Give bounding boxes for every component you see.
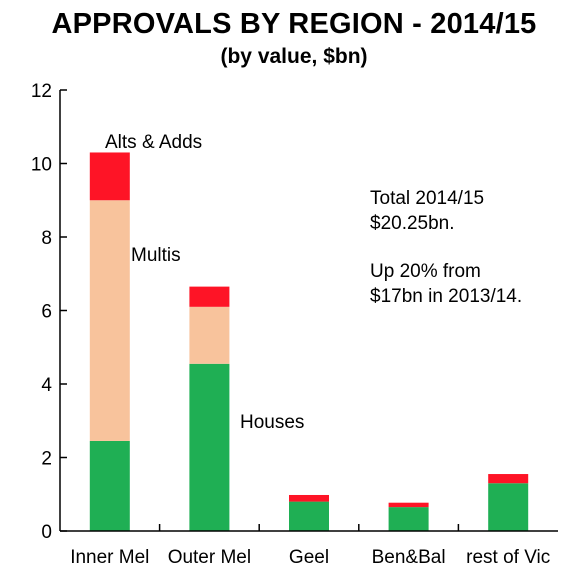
x-tick-label: Geel xyxy=(289,547,329,568)
annotation-growth-line2: $17bn in 2013/14. xyxy=(370,286,522,307)
bar-multis-0 xyxy=(89,200,130,441)
series-label-houses: Houses xyxy=(240,412,304,433)
bar-alts-adds-4 xyxy=(488,474,529,484)
bars-layer xyxy=(89,152,529,531)
chart-subtitle: (by value, $bn) xyxy=(220,45,368,68)
bar-houses-2 xyxy=(289,501,329,531)
bar-houses-0 xyxy=(89,440,130,531)
bar-alts-adds-3 xyxy=(388,502,429,508)
annotation-growth-line1: Up 20% from xyxy=(370,261,481,282)
series-label-alts-adds: Alts & Adds xyxy=(105,132,202,153)
bar-houses-1 xyxy=(189,363,230,531)
bar-alts-adds-1 xyxy=(189,286,230,307)
y-tick-label: 2 xyxy=(41,449,52,470)
bar-houses-4 xyxy=(488,483,529,531)
series-label-multis: Multis xyxy=(131,245,181,266)
axes-layer: Inner Mel Outer Mel Geel Ben&Bal rest of Vic… xyxy=(31,81,558,568)
x-tick-label: Ben&Bal xyxy=(372,547,446,568)
y-tick-label: 6 xyxy=(41,302,52,323)
bar-alts-adds-2 xyxy=(289,494,329,502)
y-tick-label: 0 xyxy=(41,522,52,543)
bar-houses-3 xyxy=(388,507,429,531)
annotation-total-line1: Total 2014/15 xyxy=(370,188,484,209)
x-tick-label: Inner Mel xyxy=(70,547,149,568)
chart-title: APPROVALS BY REGION - 2014/15 xyxy=(51,8,537,40)
x-tick-label: rest of Vic xyxy=(466,547,550,568)
y-tick-label: 12 xyxy=(31,81,52,102)
y-tick-label: 8 xyxy=(41,228,52,249)
bar-alts-adds-0 xyxy=(89,152,130,201)
annotation-total-line2: $20.25bn. xyxy=(370,213,455,234)
x-tick-label: Outer Mel xyxy=(168,547,251,568)
y-tick-label: 10 xyxy=(31,155,52,176)
bar-multis-1 xyxy=(189,306,230,364)
y-tick-label: 4 xyxy=(41,375,52,396)
